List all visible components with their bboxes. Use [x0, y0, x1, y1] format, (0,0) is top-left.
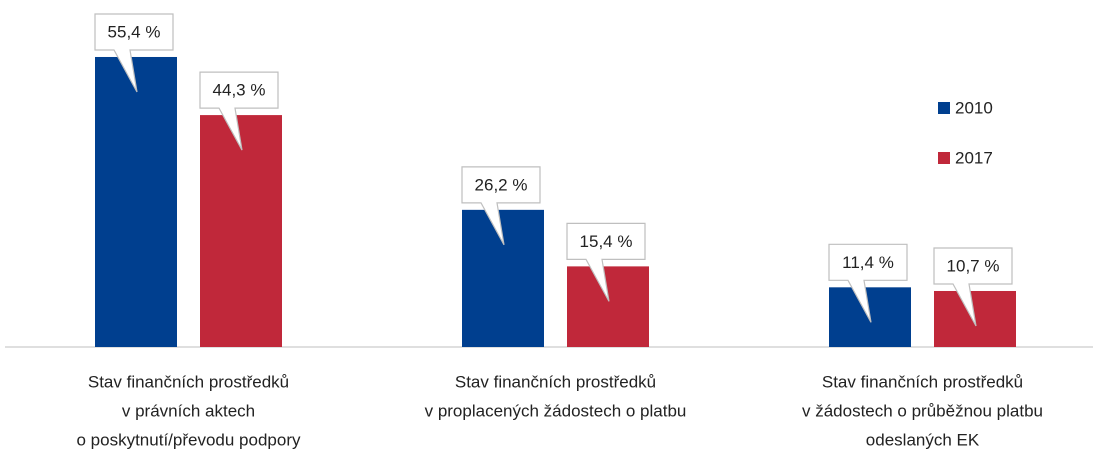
data-label: 10,7 %	[947, 256, 1000, 275]
category-label: v právních aktech	[122, 401, 255, 420]
category-label: odeslaných EK	[866, 430, 980, 449]
data-label: 15,4 %	[580, 232, 633, 251]
callout	[828, 243, 908, 323]
callout	[461, 166, 541, 246]
category-label: Stav finančních prostředků	[88, 372, 289, 391]
category-label: Stav finančních prostředků	[455, 372, 656, 391]
callout	[933, 247, 1013, 327]
legend-swatch	[938, 102, 950, 114]
bar	[200, 115, 282, 347]
bar	[95, 56, 177, 348]
callout	[199, 71, 279, 151]
data-label: 11,4 %	[842, 253, 894, 272]
bar	[462, 209, 544, 347]
callout	[94, 13, 174, 93]
data-label: 44,3 %	[213, 81, 266, 100]
category-label: v žádostech o průběžnou platbu	[802, 401, 1043, 420]
category-label: Stav finančních prostředků	[822, 372, 1023, 391]
legend-label: 2017	[955, 148, 993, 167]
category-label: v proplacených žádostech o platbu	[425, 401, 687, 420]
data-label: 26,2 %	[475, 175, 528, 194]
data-label: 55,4 %	[108, 22, 161, 41]
legend-label: 2010	[955, 98, 993, 117]
category-label: o poskytnutí/převodu podpory	[77, 430, 301, 449]
callout	[566, 222, 646, 302]
bar	[567, 266, 649, 347]
legend-swatch	[938, 152, 950, 164]
